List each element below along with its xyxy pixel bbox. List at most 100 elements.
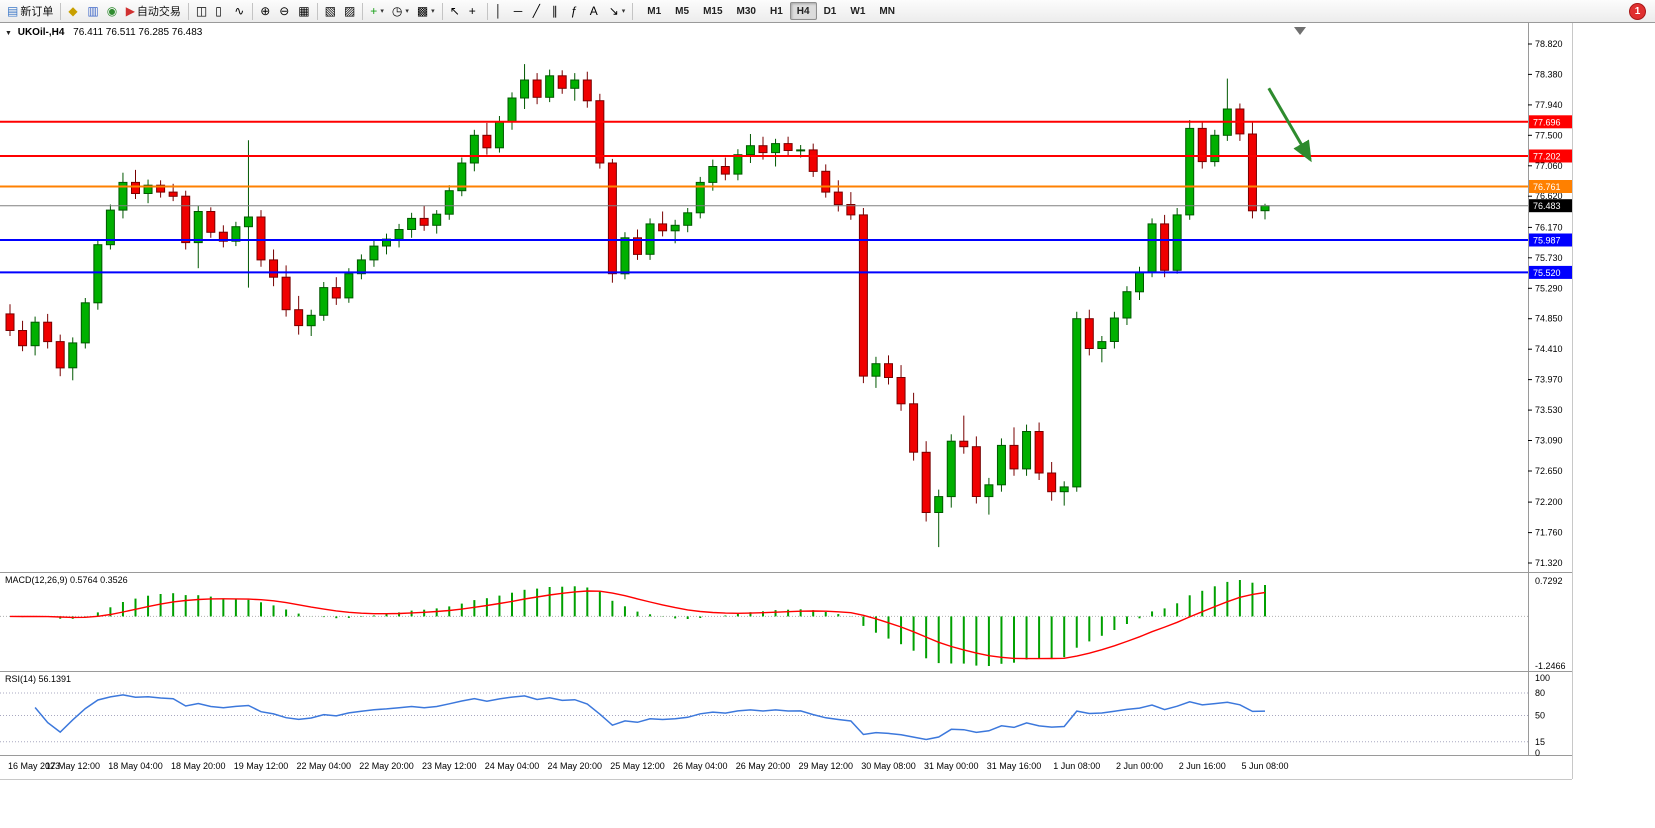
- candle: [783, 143, 793, 152]
- rsi-value: 56.1391: [38, 674, 72, 684]
- timeframe-h1[interactable]: H1: [763, 2, 790, 20]
- candle: [1084, 318, 1094, 350]
- chart-shift-marker[interactable]: [1294, 27, 1306, 35]
- crosshair-icon[interactable]: +: [465, 2, 484, 21]
- candle: [858, 214, 868, 377]
- template-button[interactable]: ▩ ▾: [413, 2, 439, 21]
- zoom-out-icon[interactable]: ⊖: [275, 2, 294, 21]
- notification-badge[interactable]: 1: [1629, 2, 1646, 20]
- timeframe-w1[interactable]: W1: [843, 2, 872, 20]
- rsi-scale-label: 15: [1535, 737, 1545, 747]
- timeframe-m15[interactable]: M15: [696, 2, 729, 20]
- time-tick-label: 18 May 20:00: [171, 761, 226, 771]
- macd-scale-min: -1.2466: [1535, 661, 1566, 671]
- toolbar-separator: [486, 2, 488, 20]
- arrows-tool-button-glyph: ↘: [608, 4, 619, 18]
- new-order-button[interactable]: ▤ 新订单: [3, 2, 57, 21]
- timeframe-m5[interactable]: M5: [668, 2, 696, 20]
- time-tick-label: 31 May 16:00: [987, 761, 1042, 771]
- time-tick-label: 22 May 20:00: [359, 761, 414, 771]
- timeframe-d1[interactable]: D1: [817, 2, 844, 20]
- time-tick-label: 29 May 12:00: [799, 761, 854, 771]
- timeframe-m1[interactable]: M1: [640, 2, 668, 20]
- vertical-line-icon[interactable]: │: [491, 2, 510, 21]
- text-tool-icon[interactable]: A: [586, 2, 605, 21]
- bar-chart-icon-glyph: ◫: [195, 4, 208, 18]
- fibonacci-icon[interactable]: ƒ: [567, 2, 586, 21]
- candle: [18, 330, 28, 347]
- horizontal-levels: [0, 120, 1528, 274]
- navigator-icon[interactable]: ◉: [103, 2, 122, 21]
- candle: [1135, 271, 1144, 293]
- candle: [93, 244, 103, 304]
- profiles-icon[interactable]: ▨: [340, 2, 359, 21]
- timeframe-m30[interactable]: M30: [730, 2, 763, 20]
- new-chart-icon[interactable]: ▧: [321, 2, 340, 21]
- navigator-icon-glyph: ◉: [106, 4, 118, 18]
- symbols-icon[interactable]: ◆: [64, 2, 83, 21]
- level-price-badge: [1529, 233, 1572, 247]
- timeframe-mn[interactable]: MN: [872, 2, 902, 20]
- trendline-icon[interactable]: ╱: [529, 2, 548, 21]
- trend-arrow-annotation[interactable]: [1267, 87, 1312, 163]
- chart-canvas[interactable]: 78.820 78.380 77.940 77.500 77.060 76.620 76.1…: [0, 23, 1655, 828]
- candle: [1122, 291, 1132, 319]
- candle: [432, 213, 442, 226]
- channel-icon[interactable]: ∥: [548, 2, 567, 21]
- toolbar: ▤ 新订单 ◆ ▥ ◉ ▶ 自动交易 ◫ ▯ ∿ ⊕ ⊖ ▦ ▧ ▨ + ▾ ◷ ▾ ▩ ▾ ↖ + │ ─ ╱ ∥ ƒ A ↘ ▾ M1 M…: [0, 0, 1655, 23]
- trendline-icon-glyph: ╱: [532, 4, 540, 18]
- candle: [5, 313, 15, 331]
- price-tick-label: 72.650: [1535, 466, 1563, 476]
- zoom-in-icon[interactable]: ⊕: [256, 2, 275, 21]
- price-tick-label: 72.200: [1535, 497, 1563, 507]
- candle: [595, 100, 605, 164]
- candle: [658, 223, 668, 232]
- svg-text:76.483: 76.483: [1533, 201, 1561, 211]
- toolbar-separator: [187, 2, 189, 20]
- periods-button[interactable]: ◷ ▾: [388, 2, 413, 21]
- rsi-scale-label: 80: [1535, 688, 1545, 698]
- chart-ohlc-readout: 76.411 76.511 76.285 76.483: [73, 27, 203, 38]
- price-badges: 77.696 77.202 76.761 76.483 75.987 75.520: [1529, 115, 1572, 279]
- line-chart-icon-glyph: ∿: [234, 4, 245, 18]
- candle: [771, 143, 781, 154]
- macd-values: 0.5764 0.3526: [70, 575, 128, 585]
- zoom-out-icon-glyph: ⊖: [279, 4, 290, 18]
- horizontal-line-icon[interactable]: ─: [510, 2, 529, 21]
- candlestick-chart-icon[interactable]: ▯: [211, 2, 230, 21]
- price-tick-label: 73.530: [1535, 405, 1563, 415]
- candle: [532, 79, 542, 98]
- new-order-button-label: 新订单: [20, 6, 54, 18]
- tile-windows-icon[interactable]: ▦: [294, 2, 313, 21]
- bar-chart-icon[interactable]: ◫: [192, 2, 211, 21]
- cursor-icon[interactable]: ↖: [446, 2, 465, 21]
- arrows-tool-button[interactable]: ↘ ▾: [605, 2, 630, 21]
- line-chart-icon[interactable]: ∿: [230, 2, 249, 21]
- time-tick-label: 26 May 20:00: [736, 761, 791, 771]
- candle: [344, 273, 354, 299]
- price-tick-label: 74.850: [1535, 314, 1563, 324]
- auto-trading-button[interactable]: ▶ 自动交易: [122, 2, 185, 21]
- add-indicator-button[interactable]: + ▾: [366, 2, 388, 21]
- candle: [1022, 431, 1032, 470]
- chart-symbol-period: UKOil-,H4: [17, 27, 65, 38]
- level-price-badge: [1529, 149, 1572, 163]
- toolbar-separator: [60, 2, 62, 20]
- new-chart-icon-glyph: ▧: [324, 4, 336, 18]
- candle: [407, 217, 417, 230]
- candle: [557, 75, 567, 89]
- timeframe-h4[interactable]: H4: [789, 2, 817, 20]
- price-tick-label: 73.090: [1535, 436, 1563, 446]
- time-tick-label: 22 May 04:00: [297, 761, 352, 771]
- candle: [1247, 133, 1257, 212]
- data-window-icon[interactable]: ▥: [83, 2, 102, 21]
- time-tick-label: 19 May 12:00: [234, 761, 289, 771]
- new-order-button-glyph: ▤: [7, 4, 19, 18]
- data-window-icon-glyph: ▥: [87, 4, 99, 18]
- chart-menu-icon[interactable]: ▼: [5, 30, 12, 37]
- rsi-label: RSI(14) 56.1391: [5, 674, 71, 684]
- price-tick-label: 71.760: [1535, 528, 1563, 538]
- candle: [683, 212, 693, 226]
- candle: [306, 314, 316, 327]
- candle: [30, 321, 40, 347]
